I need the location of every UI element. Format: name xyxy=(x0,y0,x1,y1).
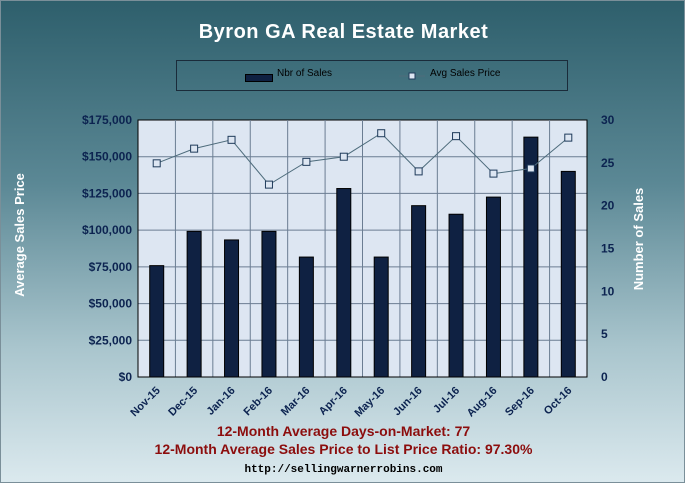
bar-sales xyxy=(149,265,165,378)
tick-label-category: Apr-16 xyxy=(317,385,350,418)
bar-sales xyxy=(523,136,539,378)
tick-label-category: Oct-16 xyxy=(542,385,575,418)
axis-title-right: Number of Sales xyxy=(631,188,646,291)
bar-sales xyxy=(373,256,389,378)
days-on-market-text: 12-Month Average Days-on-Market: 77 xyxy=(216,423,471,439)
tick-label-category: Aug-16 xyxy=(465,385,500,420)
legend-bar-swatch xyxy=(245,74,273,82)
bar-sales xyxy=(411,205,427,378)
tick-label-category: Nov-15 xyxy=(128,385,162,419)
point-avg-price xyxy=(452,132,461,141)
bar-sales xyxy=(485,196,501,378)
tick-label-left: $125,000 xyxy=(82,186,132,200)
point-avg-price xyxy=(377,129,386,138)
tick-label-left: $25,000 xyxy=(89,333,133,347)
tick-label-category: Jan-16 xyxy=(205,385,238,418)
point-avg-price xyxy=(414,167,423,176)
point-avg-price xyxy=(339,152,348,161)
tick-label-category: Jul-16 xyxy=(431,385,462,416)
tick-label-right: 10 xyxy=(601,284,615,298)
legend-label-price: Avg Sales Price xyxy=(430,68,501,79)
tick-label-right: 15 xyxy=(601,242,615,256)
tick-label-category: Dec-15 xyxy=(166,385,200,419)
tick-label-right: 25 xyxy=(601,156,615,170)
legend-label-sales: Nbr of Sales xyxy=(277,68,333,79)
footer-url: http://sellingwarnerrobins.com xyxy=(244,464,443,476)
point-avg-price xyxy=(302,157,311,166)
tick-label-category: Mar-16 xyxy=(279,385,313,419)
point-avg-price xyxy=(264,180,273,189)
tick-label-left: $75,000 xyxy=(89,260,133,274)
price-ratio-text: 12-Month Average Sales Price to List Pri… xyxy=(154,441,533,457)
bar-sales xyxy=(448,213,464,378)
tick-label-left: $100,000 xyxy=(82,223,132,237)
tick-label-right: 0 xyxy=(601,370,608,384)
tick-label-left: $175,000 xyxy=(82,113,132,127)
chart-title: Byron GA Real Estate Market xyxy=(198,21,489,43)
tick-label-right: 5 xyxy=(601,327,608,341)
point-avg-price xyxy=(526,164,535,173)
tick-label-category: Sep-16 xyxy=(503,385,537,419)
bar-sales xyxy=(560,170,576,378)
tick-label-left: $50,000 xyxy=(89,297,133,311)
bar-sales xyxy=(224,239,240,378)
point-avg-price xyxy=(564,133,573,142)
tick-label-left: $0 xyxy=(119,370,133,384)
tick-label-right: 20 xyxy=(601,199,615,213)
chart-legend: Nbr of Sales Avg Sales Price xyxy=(176,60,568,91)
bar-sales xyxy=(336,188,352,378)
axis-title-left: Average Sales Price xyxy=(12,173,27,297)
point-avg-price xyxy=(190,144,199,153)
legend-line-swatch xyxy=(399,72,425,80)
point-avg-price xyxy=(227,135,236,144)
bar-sales xyxy=(298,256,314,378)
tick-label-category: Jun-16 xyxy=(391,385,425,419)
point-avg-price xyxy=(152,159,161,168)
bar-sales xyxy=(261,230,277,378)
bar-sales xyxy=(186,230,202,378)
point-avg-price xyxy=(489,169,498,178)
tick-label-category: May-16 xyxy=(352,385,387,420)
tick-label-right: 30 xyxy=(601,113,615,127)
tick-label-left: $150,000 xyxy=(82,150,132,164)
line-avg-price xyxy=(156,132,569,186)
tick-label-category: Feb-16 xyxy=(242,385,276,419)
